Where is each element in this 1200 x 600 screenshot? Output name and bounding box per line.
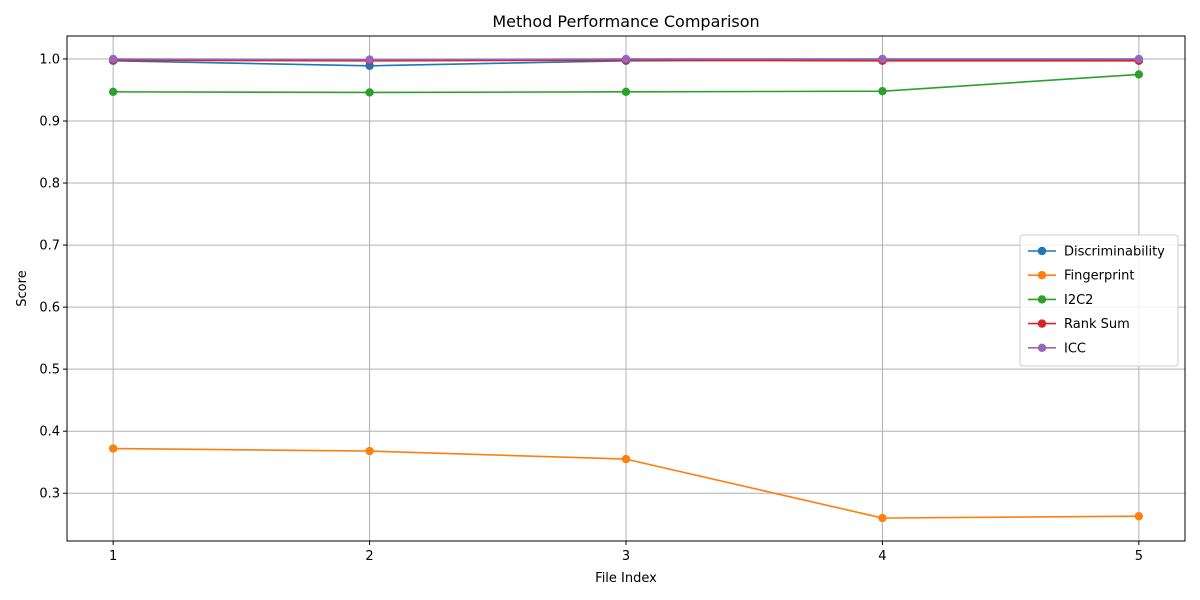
legend-label: Discriminability [1064,245,1165,260]
y-tick-label: 0.8 [39,177,60,192]
grid [67,36,1185,541]
legend-item: ICC [1028,341,1086,356]
series-1 [108,444,1144,523]
legend-item: Rank Sum [1028,317,1130,332]
data-point [108,54,118,64]
data-point [878,54,887,64]
legend-item: Discriminability [1028,245,1165,260]
series-4 [108,54,1144,64]
data-point [1134,70,1144,79]
data-point [878,87,887,96]
legend-label: ICC [1064,341,1086,356]
legend-label: I2C2 [1064,293,1093,308]
legend-label: Rank Sum [1064,317,1130,332]
chart-title: Method Performance Comparison [492,12,759,31]
legend-swatch-marker [1037,319,1047,328]
legend-label: Fingerprint [1064,269,1135,284]
data-point [108,87,118,97]
data-point [621,54,631,64]
x-axis-title: File Index [595,571,657,586]
y-tick-label: 0.4 [39,425,60,440]
x-tick-label: 2 [365,549,373,564]
data-point [108,444,118,453]
series-layer [108,54,1144,523]
series-2 [108,70,1144,97]
data-point [621,454,631,464]
y-tick-label: 1.0 [39,52,60,67]
y-tick-label: 0.3 [39,487,60,502]
legend-swatch-marker [1037,295,1047,304]
legend-swatch-marker [1037,343,1047,352]
y-tick-label: 0.7 [39,239,60,254]
data-point [621,87,631,97]
legend-swatch-marker [1037,271,1047,280]
y-tick-label: 0.6 [39,301,60,316]
y-tick-label: 0.9 [39,114,60,129]
data-point [1134,511,1144,521]
legend-swatch-marker [1037,246,1047,256]
legend: Discriminability Fingerprint I2C2 Rank Sum I… [1019,234,1179,367]
y-axis-title: Score [15,270,30,306]
legend-item: I2C2 [1028,293,1093,308]
data-point [365,446,374,456]
data-point [365,88,374,97]
x-tick-label: 5 [1135,549,1143,564]
x-tick-label: 3 [622,549,630,564]
data-point [1134,54,1144,64]
legend-box [1019,234,1179,367]
x-tick-label: 4 [878,549,886,564]
legend-item: Fingerprint [1028,269,1135,284]
y-axis-ticks: 0.3 0.4 0.5 0.6 0.7 0.8 0.9 1.0 [39,52,67,502]
x-axis-ticks: 1 2 3 4 5 [109,541,1143,564]
x-tick-label: 1 [109,549,117,564]
y-tick-label: 0.5 [39,363,60,378]
data-point [878,513,887,523]
data-point [365,55,374,64]
